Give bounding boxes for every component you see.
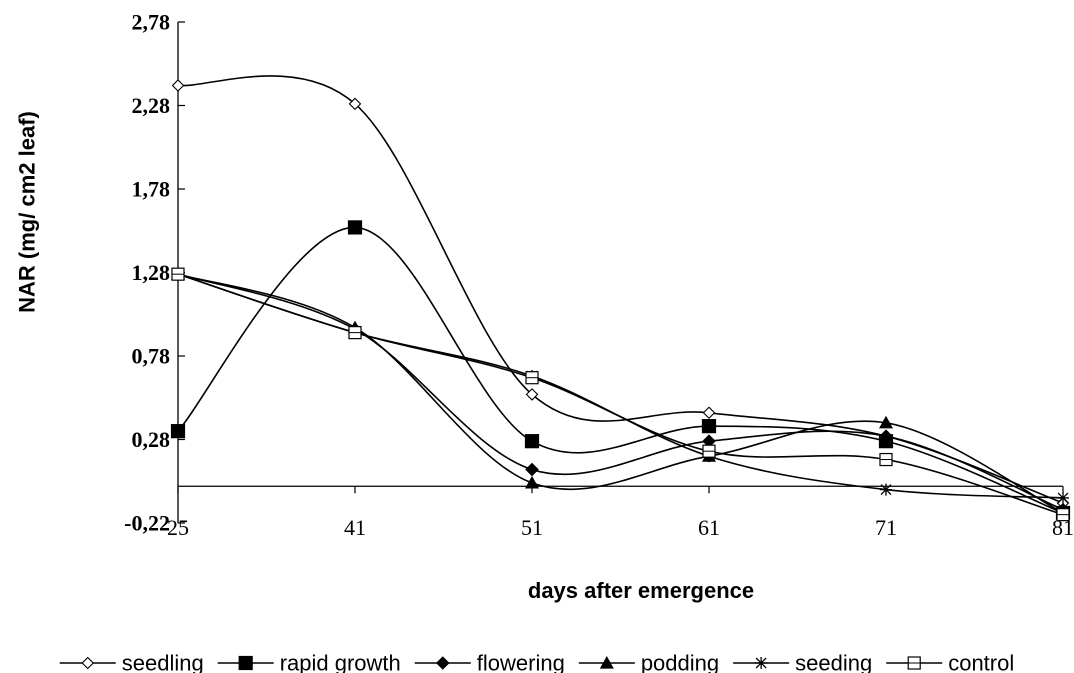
data-point-rapid-growth bbox=[524, 434, 540, 449]
legend-marker-seeding bbox=[755, 657, 768, 669]
series-line-podding bbox=[177, 273, 1064, 514]
data-point-seeding bbox=[1057, 491, 1069, 504]
legend-label: rapid growth bbox=[280, 651, 401, 673]
legend-label: seedling bbox=[122, 651, 204, 673]
data-point-rapid-growth bbox=[347, 220, 363, 235]
legend-marker-rapid-growth bbox=[238, 655, 253, 671]
legend-item-control: control bbox=[886, 651, 1014, 673]
x-axis-title: days after emergence bbox=[528, 578, 754, 603]
legend-label: control bbox=[948, 651, 1014, 673]
legend-item-rapid-growth: rapid growth bbox=[217, 651, 401, 673]
x-tick-label: 41 bbox=[344, 515, 366, 540]
data-point-seedling bbox=[348, 97, 362, 111]
x-tick-label: 25 bbox=[167, 515, 189, 540]
legend-label: seeding bbox=[795, 651, 872, 673]
legend-label: podding bbox=[641, 651, 719, 673]
legend-marker-flowering bbox=[435, 656, 450, 670]
series-markers bbox=[170, 79, 1071, 522]
data-point-seedling bbox=[171, 79, 185, 92]
data-point-seeding bbox=[880, 483, 892, 496]
x-axis-ticks: 25 41 51 61 71 81 bbox=[167, 486, 1074, 540]
series-lines bbox=[177, 75, 1064, 516]
data-point-rapid-growth bbox=[170, 424, 186, 439]
legend-marker-seedling bbox=[81, 656, 95, 670]
data-point-seedling bbox=[702, 406, 716, 420]
series-line-flowering bbox=[177, 273, 1064, 511]
y-tick-label: 0,28 bbox=[132, 427, 171, 452]
data-point-flowering bbox=[879, 429, 893, 443]
legend: seedling rapid growth flowering podding seed… bbox=[59, 651, 1014, 673]
y-tick-label: 1,78 bbox=[132, 177, 171, 202]
y-axis-ticks: 2,78 2,28 1,78 1,28 0,78 0,28 -0,22 bbox=[124, 10, 185, 536]
y-tick-label: 2,28 bbox=[132, 93, 171, 118]
x-tick-label: 61 bbox=[698, 515, 720, 540]
data-point-podding bbox=[525, 475, 539, 489]
data-point-seedling bbox=[525, 388, 539, 401]
legend-item-podding: podding bbox=[578, 651, 719, 673]
x-tick-label: 51 bbox=[521, 515, 543, 540]
series-line-control bbox=[177, 273, 1064, 516]
legend-item-seeding: seeding bbox=[733, 651, 872, 673]
legend-item-seedling: seedling bbox=[59, 651, 204, 673]
y-tick-label: 2,78 bbox=[132, 10, 171, 35]
legend-marker-podding bbox=[599, 656, 614, 669]
legend-item-flowering: flowering bbox=[414, 651, 565, 673]
legend-label: flowering bbox=[477, 651, 565, 673]
axes bbox=[177, 22, 1063, 523]
x-tick-label: 71 bbox=[875, 515, 897, 540]
series-line-seedling bbox=[177, 75, 1064, 504]
data-point-flowering bbox=[525, 462, 539, 477]
data-point-rapid-growth bbox=[701, 419, 717, 434]
y-tick-label: 1,28 bbox=[132, 260, 171, 285]
y-axis-title: NAR (mg/ cm2 leaf) bbox=[15, 111, 40, 313]
data-point-podding bbox=[879, 415, 893, 429]
y-tick-label: -0,22 bbox=[124, 511, 170, 536]
y-tick-label: 0,78 bbox=[132, 344, 171, 369]
